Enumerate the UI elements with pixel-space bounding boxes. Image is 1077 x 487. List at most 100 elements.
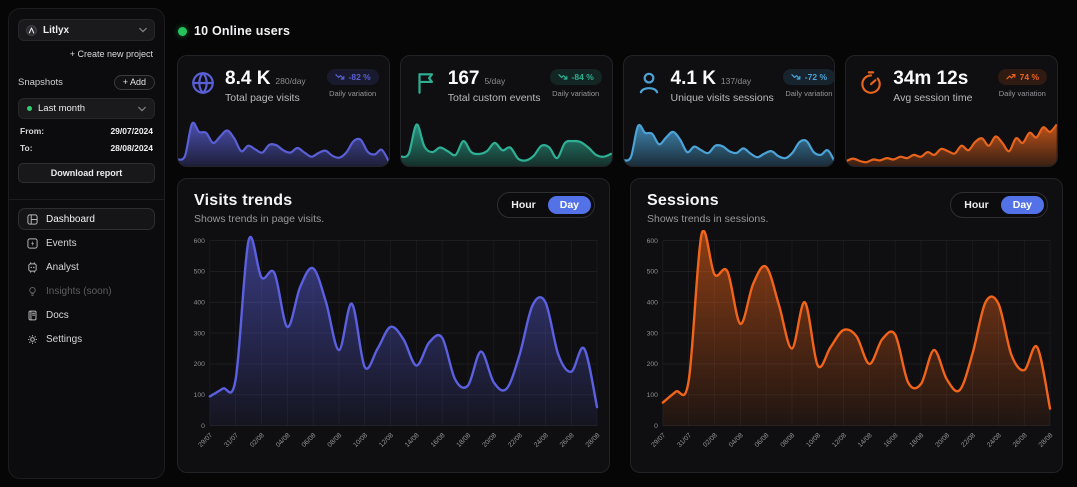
card-total-custom-events: 167 5/day Total custom events -84 % Dail… <box>399 55 613 167</box>
to-value: 28/08/2024 <box>110 143 153 153</box>
svg-text:31/07: 31/07 <box>223 432 240 449</box>
svg-text:22/08: 22/08 <box>507 432 524 449</box>
svg-text:08/08: 08/08 <box>326 432 343 449</box>
svg-text:31/07: 31/07 <box>676 432 693 449</box>
svg-text:06/08: 06/08 <box>754 432 771 449</box>
daily-variation-badge: -84 % <box>549 69 602 85</box>
svg-text:29/07: 29/07 <box>650 432 667 449</box>
from-value: 29/07/2024 <box>110 126 153 136</box>
sessions-panel: Sessions Shows trends in sessions. Hour … <box>630 178 1063 473</box>
trend-up-icon <box>1005 73 1016 80</box>
svg-text:26/08: 26/08 <box>559 432 576 449</box>
dashboard-icon <box>27 213 38 225</box>
sidebar-item-label: Dashboard <box>46 213 95 225</box>
svg-text:16/08: 16/08 <box>430 432 447 449</box>
badge-note: Daily variation <box>329 89 377 98</box>
litlyx-logo-icon <box>26 24 37 36</box>
stat-value: 8.4 K <box>225 68 271 89</box>
granularity-toggle: Hour Day <box>950 192 1048 218</box>
flag-icon <box>418 73 433 94</box>
chevron-down-icon <box>139 27 147 33</box>
badge-note: Daily variation <box>552 89 600 98</box>
user-icon <box>639 72 658 94</box>
stat-per-day: 5/day <box>484 76 506 86</box>
svg-text:14/08: 14/08 <box>857 432 874 449</box>
svg-text:200: 200 <box>647 361 659 368</box>
svg-text:300: 300 <box>647 330 659 337</box>
insights-icon <box>29 286 36 296</box>
sidebar-item-label: Insights (soon) <box>46 285 112 297</box>
stat-title: Total page visits <box>225 92 300 104</box>
stat-value: 167 <box>447 68 480 89</box>
date-from-row: From: 29/07/2024 <box>18 126 155 136</box>
svg-text:02/08: 02/08 <box>249 432 266 449</box>
svg-text:500: 500 <box>647 269 659 276</box>
stat-value: 4.1 K <box>670 68 716 89</box>
online-users-indicator: 10 Online users <box>178 24 290 38</box>
svg-text:20/08: 20/08 <box>481 432 498 449</box>
svg-text:100: 100 <box>194 392 206 399</box>
stat-cards-row: 8.4 K 280/day Total page visits -82 % Da… <box>177 55 1058 167</box>
sparkline-unique-sessions <box>623 123 835 166</box>
svg-text:0: 0 <box>654 423 658 430</box>
project-name: Litlyx <box>43 24 70 36</box>
stat-title: Avg session time <box>893 92 973 104</box>
toggle-hour-button[interactable]: Hour <box>964 199 989 211</box>
sidebar-divider <box>9 199 164 200</box>
sidebar-item-settings[interactable]: Settings <box>18 328 155 350</box>
online-status-dot <box>178 26 187 36</box>
stat-value: 34m 12s <box>893 68 969 89</box>
chart-subtitle: Shows trends in page visits. <box>194 213 325 225</box>
svg-text:04/08: 04/08 <box>728 432 745 449</box>
daily-variation-badge: -82 % <box>326 69 379 85</box>
project-selector[interactable]: Litlyx <box>18 19 155 41</box>
svg-text:12/08: 12/08 <box>378 432 395 449</box>
to-label: To: <box>20 143 33 153</box>
chart-title: Visits trends <box>194 192 293 209</box>
sparkline-page-visits <box>178 121 389 166</box>
add-snapshot-button[interactable]: + Add <box>113 75 155 90</box>
date-to-row: To: 28/08/2024 <box>18 143 155 153</box>
trend-down-icon <box>334 74 344 80</box>
download-report-button[interactable]: Download report <box>18 163 155 183</box>
card-total-page-visits: 8.4 K 280/day Total page visits -82 % Da… <box>177 55 390 167</box>
svg-text:14/08: 14/08 <box>404 432 421 449</box>
from-label: From: <box>20 126 45 136</box>
svg-text:26/08: 26/08 <box>1012 432 1029 449</box>
svg-text:200: 200 <box>194 361 206 368</box>
sidebar-item-analyst[interactable]: Analyst <box>18 256 155 278</box>
svg-text:24/08: 24/08 <box>533 432 550 449</box>
trend-down-icon <box>557 74 567 80</box>
sidebar-item-insights: Insights (soon) <box>18 280 155 302</box>
badge-note: Daily variation <box>998 89 1046 98</box>
chart-subtitle: Shows trends in sessions. <box>647 213 769 225</box>
globe-icon <box>192 71 214 95</box>
sidebar-item-dashboard[interactable]: Dashboard <box>18 208 155 230</box>
toggle-day-button[interactable]: Day <box>547 196 591 214</box>
toggle-day-button[interactable]: Day <box>1000 196 1044 214</box>
stat-title: Total custom events <box>447 92 541 104</box>
chevron-down-icon <box>138 106 146 112</box>
svg-text:18/08: 18/08 <box>455 432 472 449</box>
sidebar-item-docs[interactable]: Docs <box>18 304 155 326</box>
sidebar-item-label: Settings <box>46 333 83 345</box>
svg-text:400: 400 <box>194 300 206 307</box>
sessions-chart: 29/07 31/07 02/08 04/08 06/08 08/08 10/08 12/08… <box>647 230 1055 449</box>
snapshot-selected-value: Last month <box>38 103 85 114</box>
svg-text:300: 300 <box>194 330 206 337</box>
toggle-hour-button[interactable]: Hour <box>511 199 536 211</box>
svg-text:29/07: 29/07 <box>197 432 214 449</box>
svg-text:16/08: 16/08 <box>883 432 900 449</box>
stat-title: Unique visits sessions <box>670 92 774 104</box>
sidebar-item-events[interactable]: Events <box>18 232 155 254</box>
create-new-project-link[interactable]: + Create new project <box>69 49 153 59</box>
card-unique-visits-sessions: 4.1 K 137/day Unique visits sessions -72… <box>622 55 836 167</box>
chart-title: Sessions <box>647 192 719 209</box>
svg-text:08/08: 08/08 <box>779 432 796 449</box>
sidebar-item-label: Events <box>46 237 77 249</box>
snapshot-selector[interactable]: Last month <box>18 98 155 119</box>
svg-text:0: 0 <box>201 423 205 430</box>
trend-down-icon <box>791 74 801 80</box>
svg-text:28/08: 28/08 <box>1038 432 1055 449</box>
